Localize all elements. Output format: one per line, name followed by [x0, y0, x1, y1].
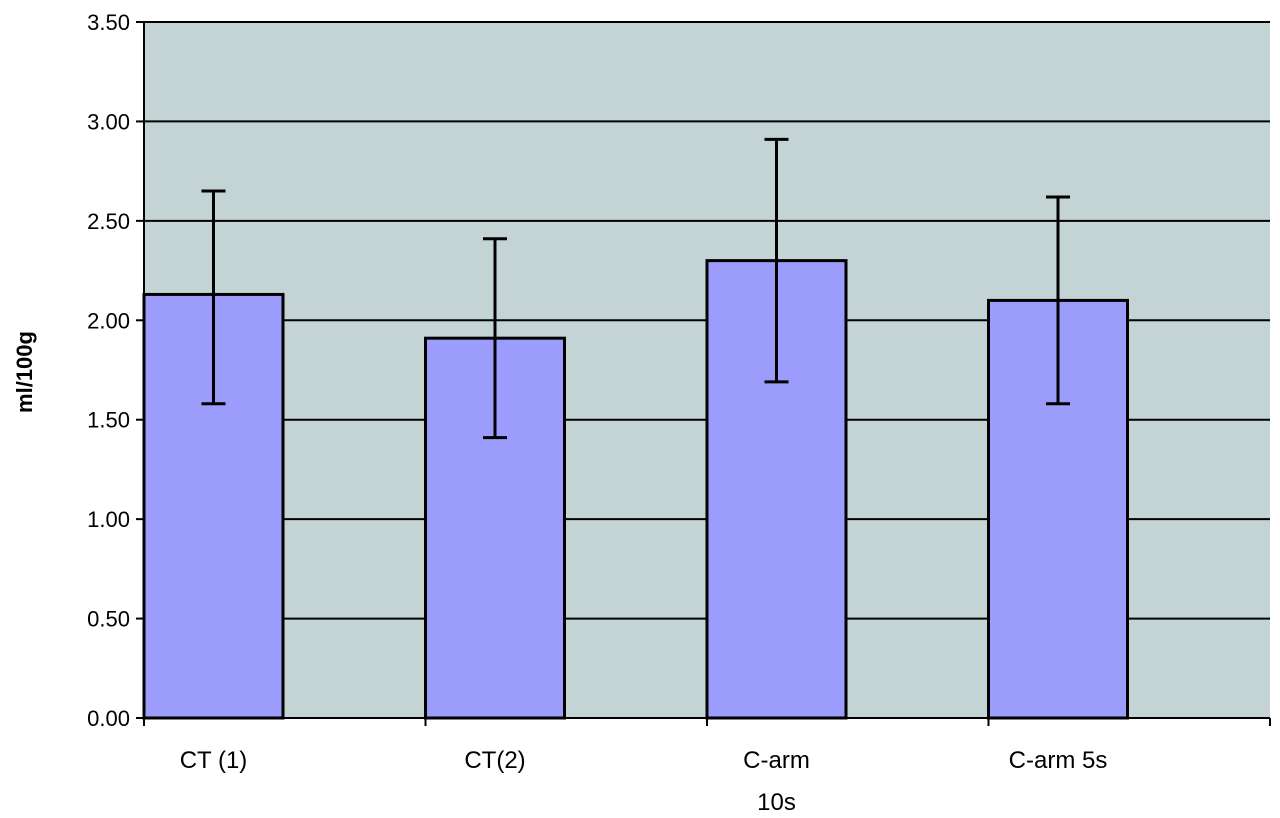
- bars: [142, 259, 1129, 720]
- error-bars: [201, 137, 1070, 440]
- y-tick-label: 0.00: [87, 706, 130, 731]
- x-tick-label: CT (1): [180, 747, 248, 774]
- x-tick-label-line: 10s: [757, 789, 796, 816]
- y-tick-label: 3.50: [87, 10, 130, 35]
- x-tick-label-line: C-arm: [743, 747, 810, 774]
- x-tick-labels: CT (1) CT(2) C-arm 10s C-arm 5s: [180, 747, 1108, 816]
- y-tick-label: 2.50: [87, 209, 130, 234]
- y-tick-label: 1.50: [87, 408, 130, 433]
- x-tick-label-line: C-arm 5s: [1009, 747, 1108, 774]
- x-tick-label: CT(2): [464, 747, 525, 774]
- x-tick-label-line: CT(2): [464, 747, 525, 774]
- y-tick-label: 2.00: [87, 308, 130, 333]
- y-axis-title: ml/100g: [12, 331, 37, 413]
- y-tick-label: 1.00: [87, 507, 130, 532]
- axes: [143, 22, 1271, 726]
- x-tick-label: C-arm 10s: [743, 747, 810, 816]
- y-tick-label: 0.50: [87, 607, 130, 632]
- y-tick-label: 3.00: [87, 109, 130, 134]
- y-tick-labels: 0.00 0.50 1.00 1.50 2.00 2.50 3.00 3.50: [87, 10, 130, 731]
- x-tick-label-line: CT (1): [180, 747, 248, 774]
- x-tick-label: C-arm 5s: [1009, 747, 1108, 774]
